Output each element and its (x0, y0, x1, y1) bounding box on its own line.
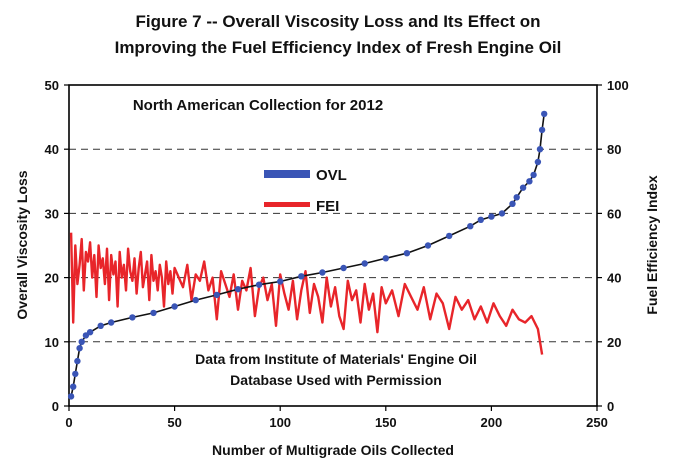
ovl-data-point (513, 194, 520, 201)
x-tick-label: 150 (375, 415, 397, 430)
ovl-data-point (541, 110, 548, 118)
ovl-data-point (72, 370, 79, 378)
ovl-data-point (340, 264, 347, 272)
fei-series-line (69, 232, 544, 355)
y-left-tick-label: 40 (45, 142, 59, 157)
y-right-tick-label: 80 (607, 142, 621, 157)
ovl-data-point (446, 232, 453, 240)
ovl-data-point (538, 126, 546, 134)
y-left-tick-label: 10 (45, 335, 59, 350)
ovl-data-point (467, 223, 474, 230)
ovl-data-point (67, 393, 75, 400)
y-right-tick-label: 100 (607, 78, 629, 93)
y-left-tick-label: 20 (45, 271, 59, 286)
chart-subtitle: Improving the Fuel Efficiency Index of F… (115, 38, 562, 57)
ovl-data-point (509, 200, 516, 207)
legend-swatch-fei (264, 202, 310, 207)
x-tick-label: 200 (481, 415, 503, 430)
ovl-data-point (86, 329, 94, 336)
annotation-bottom-line1: Data from Institute of Materials' Engine… (195, 351, 477, 367)
x-tick-label: 250 (586, 415, 608, 430)
ovl-data-point (192, 296, 199, 304)
y-left-tick-label: 30 (45, 206, 59, 221)
y-right-tick-label: 0 (607, 399, 614, 414)
ovl-data-point (382, 255, 389, 262)
ovl-data-point (234, 286, 242, 293)
y-right-tick-label: 20 (607, 335, 621, 350)
legend: OVL FEI (264, 167, 347, 215)
ovl-data-point (255, 281, 263, 288)
x-tick-label: 50 (167, 415, 181, 430)
x-tick-label: 100 (269, 415, 291, 430)
ovl-data-point (424, 242, 432, 249)
y-left-tick-label: 50 (45, 78, 59, 93)
annotation-top: North American Collection for 2012 (133, 97, 383, 114)
ovl-data-point (108, 319, 115, 326)
plot-frame (68, 84, 598, 407)
ovl-data-point (74, 357, 81, 365)
ovl-data-point (277, 278, 284, 285)
legend-swatch-ovl (264, 170, 310, 178)
legend-label-fei: FEI (316, 198, 339, 215)
x-axis-label: Number of Multigrade Oils Collected (212, 442, 454, 458)
legend-label-ovl: OVL (316, 167, 347, 184)
ovl-data-point (477, 216, 484, 223)
ovl-data-point (70, 383, 77, 390)
ovl-data-point (76, 345, 83, 352)
ovl-data-point (97, 322, 104, 329)
annotation-bottom-line2: Database Used with Permission (230, 372, 442, 388)
ovl-data-point (526, 178, 533, 185)
y-left-tick-label: 0 (52, 399, 59, 414)
ovl-data-point (213, 291, 220, 299)
y-axis-label-right: Fuel Efficiency Index (644, 175, 660, 314)
y-axis-label-left: Overall Viscosity Loss (14, 170, 30, 319)
ovl-data-point (319, 269, 326, 276)
series-group (67, 110, 548, 400)
ovl-data-point (498, 210, 506, 217)
chart-title: Figure 7 -- Overall Viscosity Loss and I… (136, 12, 541, 31)
ovl-data-point (488, 213, 495, 220)
ovl-data-point (361, 260, 368, 267)
ovl-data-point (129, 314, 136, 321)
ovl-data-point (530, 171, 537, 179)
ovl-data-point (403, 250, 411, 257)
ovl-data-point (78, 338, 85, 345)
ovl-data-point (171, 303, 178, 310)
ovl-data-point (150, 309, 157, 317)
ovl-data-point (298, 273, 305, 280)
ovl-data-point (536, 146, 544, 153)
ovl-data-point (519, 184, 527, 191)
y-right-tick-label: 60 (607, 206, 621, 221)
x-tick-label: 0 (65, 415, 72, 430)
ovl-data-point (534, 158, 542, 166)
y-right-tick-label: 40 (607, 271, 621, 286)
